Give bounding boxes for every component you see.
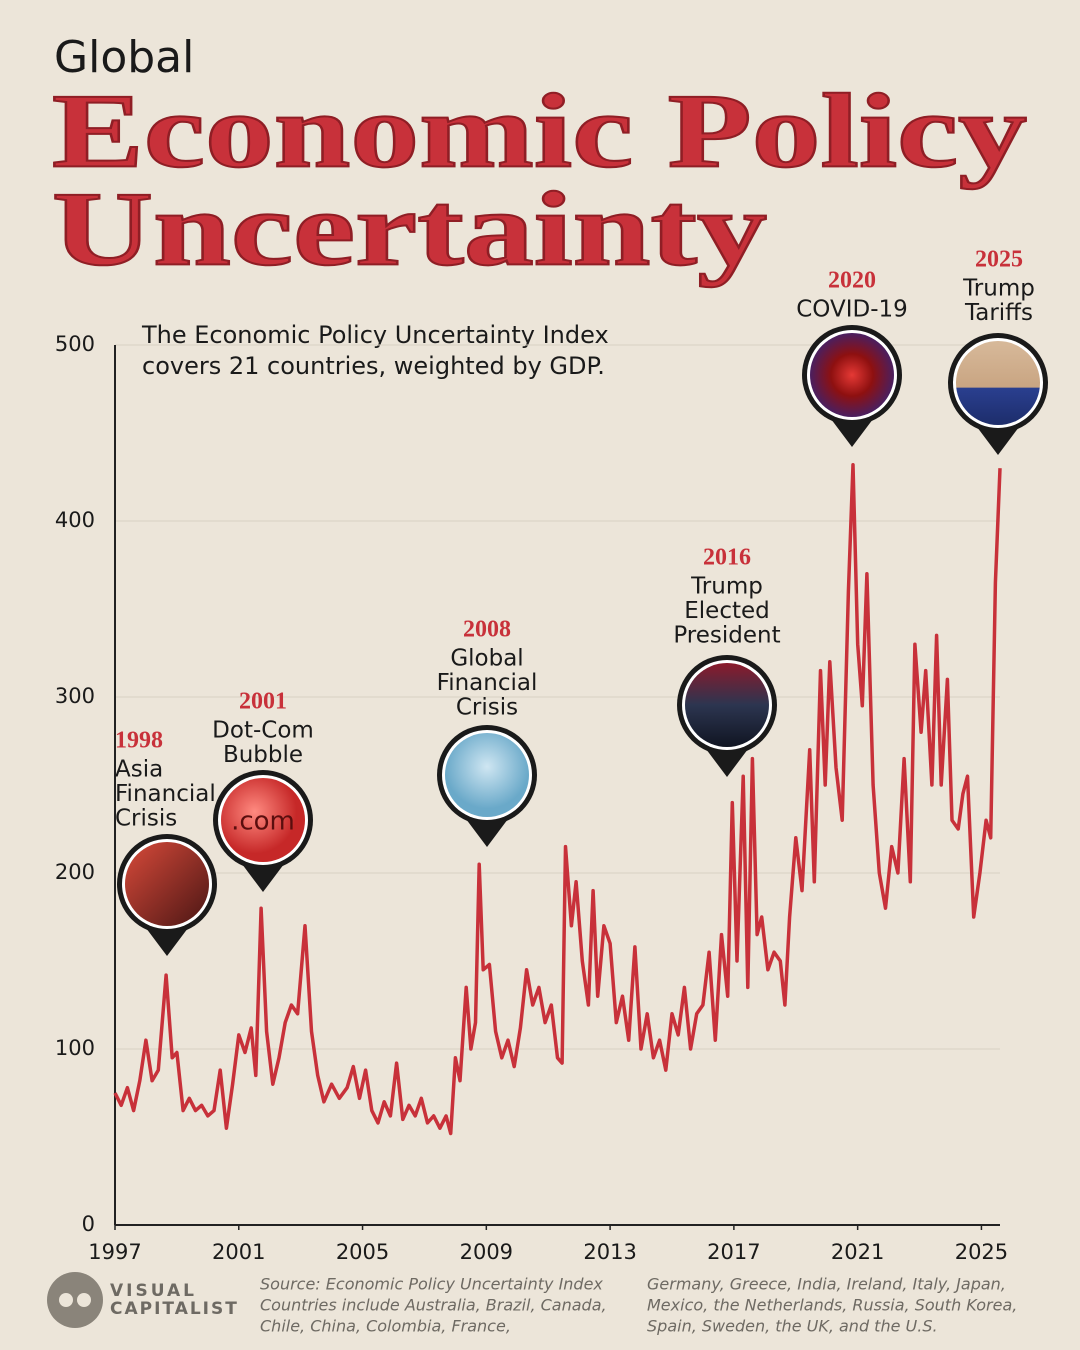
logo-icon [59, 1293, 73, 1307]
x-tick-label: 2001 [212, 1240, 265, 1264]
logo: VISUAL CAPITALIST [47, 1272, 239, 1328]
title-line: Economic Policy [52, 72, 1027, 189]
x-tick-label: 2005 [336, 1240, 389, 1264]
pin-icon [810, 333, 894, 417]
x-tick-label: 2013 [583, 1240, 636, 1264]
y-tick-label: 300 [55, 684, 95, 708]
annotation-year: 1998 [115, 728, 163, 754]
x-tick-label: 1997 [88, 1240, 141, 1264]
subtitle-line: The Economic Policy Uncertainty Index [141, 321, 609, 349]
annotation-text: Trump [962, 276, 1035, 302]
annotation-text: COVID-19 [796, 297, 908, 323]
line [113, 462, 1002, 1136]
logo-icon [77, 1293, 91, 1307]
annotation-text: President [673, 623, 780, 649]
logo-text: VISUAL [110, 1281, 197, 1301]
y-tick-label: 100 [55, 1036, 95, 1060]
annotation-year: 2025 [975, 247, 1023, 273]
x-tick-label: 2017 [707, 1240, 760, 1264]
annotation-text: Crisis [115, 806, 177, 832]
annotation-text: Trump [690, 574, 763, 600]
annotation-text: Dot-Com [212, 718, 314, 744]
source-text: Countries include Australia, Brazil, Can… [260, 1296, 607, 1315]
annotation-text: Crisis [456, 695, 518, 721]
kicker: Global [54, 32, 194, 83]
pin-icon [221, 778, 305, 862]
annotation-text: Tariffs [964, 300, 1033, 326]
source-text: Chile, China, Colombia, France, [260, 1317, 511, 1336]
annotation-text: Financial [437, 670, 538, 696]
y-tick-label: 200 [55, 860, 95, 884]
annotation-text: Financial [115, 781, 216, 807]
x-tick-label: 2021 [831, 1240, 884, 1264]
annotation-year: 2001 [239, 689, 287, 715]
logo-text: CAPITALIST [110, 1299, 239, 1319]
logo-icon [47, 1272, 103, 1328]
source-text: Mexico, the Netherlands, Russia, South K… [647, 1296, 1017, 1315]
x-tick-label: 2009 [460, 1240, 513, 1264]
source-text: Spain, Sweden, the UK, and the U.S. [647, 1317, 938, 1336]
pin-icon [125, 842, 209, 926]
annotation-text: Elected [684, 598, 770, 624]
y-tick-label: 0 [82, 1212, 95, 1236]
x-tick-label: 2025 [955, 1240, 1008, 1264]
annotation: 2020 COVID-19 [796, 268, 908, 447]
pin-icon [685, 663, 769, 747]
annotation-year: 2020 [828, 268, 876, 294]
annotation-year: 2008 [463, 617, 511, 643]
source-text: Source: Economic Policy Uncertainty Inde… [260, 1275, 603, 1294]
pin-icon [445, 733, 529, 817]
annotation-text: Global [450, 646, 523, 672]
annotation-text: Asia [115, 757, 163, 783]
source-text: Germany, Greece, India, Ireland, Italy, … [647, 1275, 1006, 1294]
y-tick-label: 500 [55, 332, 95, 356]
annotation-year: 2016 [703, 545, 751, 571]
subtitle-line: covers 21 countries, weighted by GDP. [142, 352, 605, 380]
annotation-text: Bubble [223, 742, 303, 768]
y-tick-label: 400 [55, 508, 95, 532]
title-line: Uncertainty [52, 170, 767, 287]
icon-text: .com [231, 807, 295, 837]
pin-icon [956, 341, 1040, 425]
